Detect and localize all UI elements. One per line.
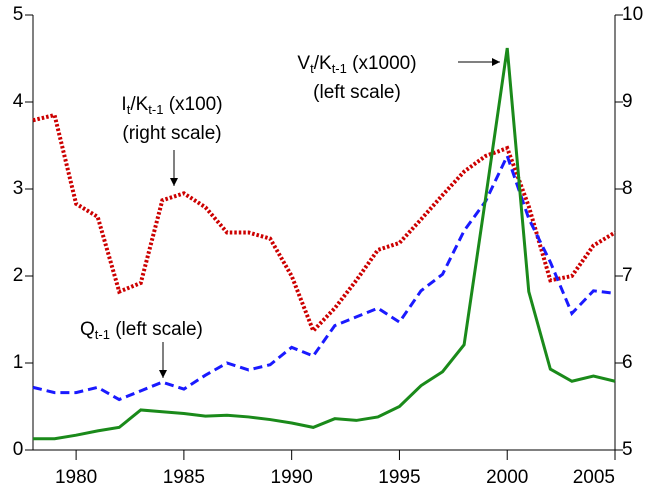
annotation-text: Q [80, 319, 95, 340]
annotation-subscript: t-1 [95, 327, 110, 342]
series-line [32, 151, 616, 402]
x-tick-label: 2000 [486, 467, 528, 488]
annotation-text: /K [130, 94, 148, 115]
annotation-note: (left scale) [313, 82, 401, 103]
y2-tick-label: 6 [622, 352, 633, 373]
annotation-subscript: t-1 [148, 102, 163, 117]
x-tick-label: 2005 [573, 467, 615, 488]
annotation-subscript: t [310, 61, 314, 76]
y-tick-label: 5 [13, 4, 24, 25]
x-tick-label: 1995 [378, 467, 420, 488]
x-tick-label: 1990 [271, 467, 313, 488]
y-tick-label: 4 [13, 91, 24, 112]
y2-tick-label: 5 [622, 439, 633, 460]
annotation-text: V [297, 53, 310, 74]
annotation-text: (x100) [163, 94, 222, 115]
y2-tick-label: 8 [622, 178, 633, 199]
series-line [33, 47, 616, 441]
annotation: It/Kt-1 (x100) [121, 94, 222, 117]
annotation: Qt-1 (left scale) [80, 319, 203, 342]
y-tick-label: 3 [13, 178, 24, 199]
annotation-text: I [121, 94, 126, 115]
y2-tick-label: 7 [622, 265, 633, 286]
y-tick-label: 2 [13, 265, 24, 286]
annotation-note: (right scale) [122, 123, 221, 144]
annotation-text: (left scale) [110, 319, 203, 340]
y-tick-label: 0 [13, 439, 24, 460]
annotation-text: (x1000) [347, 53, 417, 74]
annotation: Vt/Kt-1 (x1000) [297, 53, 416, 76]
x-tick-label: 1980 [55, 467, 97, 488]
annotation-subscript: t-1 [332, 61, 347, 76]
series-line [32, 112, 617, 335]
y-tick-label: 1 [13, 352, 24, 373]
annotation-subscript: t [127, 102, 131, 117]
y2-tick-label: 10 [622, 4, 643, 25]
x-tick-label: 1985 [163, 467, 205, 488]
y2-tick-label: 9 [622, 91, 633, 112]
annotation-text: /K [314, 53, 332, 74]
